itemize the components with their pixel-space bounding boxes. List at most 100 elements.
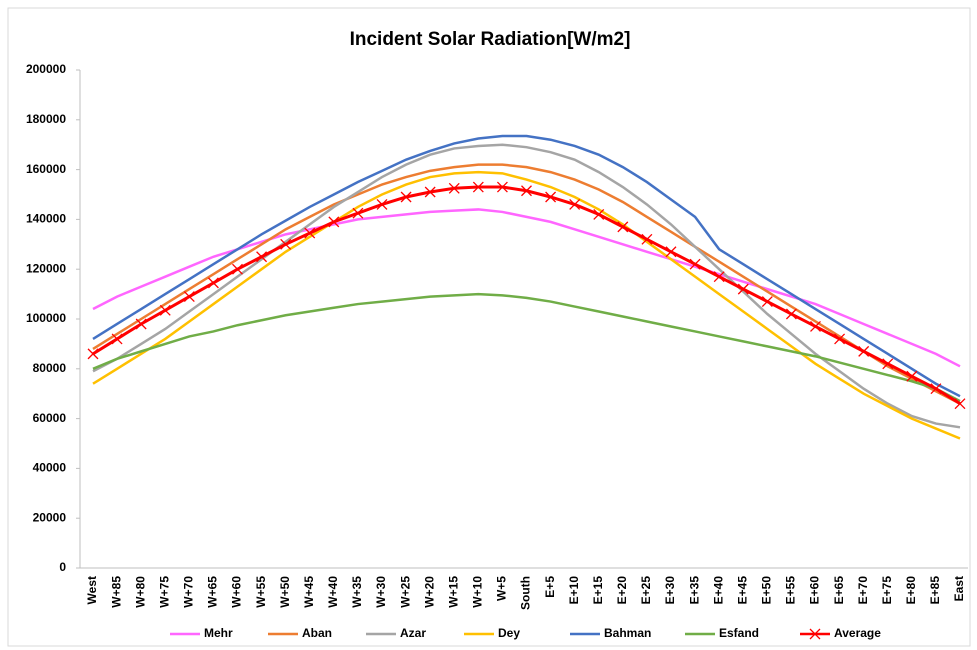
x-tick-label: E+45 [735, 576, 749, 605]
marker [882, 358, 894, 370]
line [92, 143, 961, 429]
legend-label: Mehr [204, 626, 233, 640]
x-tick-label: E+65 [832, 576, 846, 605]
x-tick-label: W+20 [422, 576, 436, 608]
marker [400, 191, 412, 203]
x-tick-label: W+65 [206, 576, 220, 608]
y-tick-label: 60000 [33, 411, 67, 425]
line [92, 134, 961, 398]
marker [785, 308, 797, 320]
y-tick-label: 140000 [26, 212, 66, 226]
x-tick-label: East [952, 576, 966, 601]
x-tick-label: E+80 [904, 576, 918, 605]
x-tick-label: E+35 [687, 576, 701, 605]
series [92, 170, 961, 440]
series [87, 181, 966, 410]
marker [617, 221, 629, 233]
x-tick-label: W+55 [254, 576, 268, 608]
y-tick-label: 200000 [26, 62, 66, 76]
marker [737, 283, 749, 295]
marker [256, 251, 268, 263]
marker [954, 398, 966, 410]
x-tick-label: E+20 [615, 576, 629, 605]
x-tick-label: E+25 [639, 576, 653, 605]
marker [858, 345, 870, 357]
x-tick-label: E+55 [784, 576, 798, 605]
marker [448, 182, 460, 194]
marker [472, 181, 484, 193]
marker [376, 199, 388, 210]
x-tick-label: E+10 [567, 576, 581, 605]
x-tick-label: W+80 [133, 576, 147, 608]
marker [713, 271, 725, 283]
x-tick-label: E+30 [663, 576, 677, 605]
legend-label: Esfand [719, 626, 759, 640]
x-tick-label: W+35 [350, 576, 364, 608]
marker [930, 383, 942, 395]
marker [232, 263, 243, 275]
series [92, 163, 961, 405]
x-tick-label: E+40 [711, 576, 725, 605]
x-tick-label: W+60 [230, 576, 244, 608]
marker [761, 296, 773, 308]
marker [304, 227, 316, 239]
marker [207, 277, 219, 289]
marker [424, 186, 436, 198]
series [92, 134, 961, 398]
series [92, 143, 961, 429]
series [92, 292, 961, 403]
marker [569, 199, 581, 210]
line [92, 170, 961, 440]
marker [159, 304, 171, 316]
y-tick-label: 40000 [33, 461, 67, 475]
legend-marker [809, 628, 821, 640]
x-tick-label: E+60 [808, 576, 822, 605]
marker [135, 318, 147, 330]
legend-label: Average [834, 626, 881, 640]
x-tick-label: W+70 [182, 576, 196, 608]
x-tick-label: W+30 [374, 576, 388, 608]
marker [328, 216, 340, 228]
x-tick-label: W+40 [326, 576, 340, 608]
line [92, 163, 961, 405]
marker [810, 321, 821, 332]
marker [352, 207, 364, 219]
marker [593, 208, 605, 220]
x-tick-label: W+50 [278, 576, 292, 608]
marker [665, 246, 677, 258]
x-tick-label: W+85 [109, 576, 123, 608]
y-tick-label: 100000 [26, 311, 66, 325]
x-tick-label: E+70 [856, 576, 870, 605]
x-tick-label: W+45 [302, 576, 316, 608]
marker [280, 238, 292, 250]
x-tick-label: W+5 [495, 576, 509, 601]
y-tick-label: 160000 [26, 162, 66, 176]
marker [87, 348, 99, 360]
y-tick-label: 180000 [26, 112, 66, 126]
legend-label: Azar [400, 626, 426, 640]
x-tick-label: E+15 [591, 576, 605, 605]
y-tick-label: 120000 [26, 261, 66, 275]
x-tick-label: W+75 [157, 576, 171, 608]
x-tick-label: South [519, 576, 533, 610]
x-tick-label: E+50 [760, 576, 774, 605]
x-tick-label: W+15 [446, 576, 460, 608]
x-tick-label: W+25 [398, 576, 412, 608]
legend-label: Bahman [604, 626, 651, 640]
chart-title: Incident Solar Radiation[W/m2] [350, 29, 631, 50]
y-tick-label: 20000 [33, 510, 67, 524]
x-tick-label: E+5 [543, 576, 557, 598]
x-tick-label: West [85, 576, 99, 604]
marker [641, 233, 653, 245]
marker [521, 185, 532, 197]
marker [689, 258, 701, 270]
marker [496, 181, 508, 193]
legend-label: Aban [302, 626, 332, 640]
y-tick-label: 0 [59, 560, 66, 574]
marker [545, 191, 557, 203]
x-tick-label: E+85 [928, 576, 942, 605]
legend-label: Dey [498, 626, 520, 640]
line [92, 292, 961, 403]
marker [834, 333, 846, 345]
